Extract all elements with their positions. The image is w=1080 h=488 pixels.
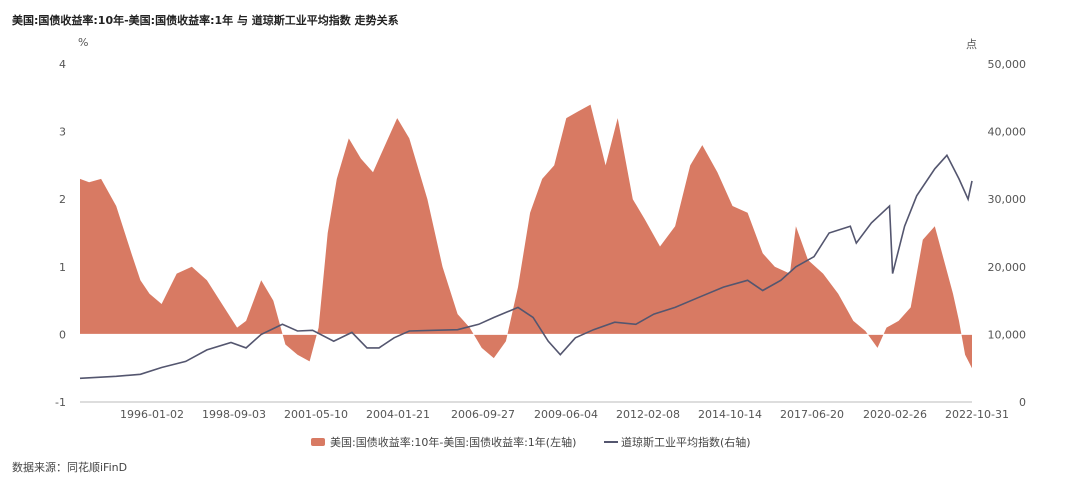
chart-title: 美国:国债收益率:10年-美国:国债收益率:1年 与 道琼斯工业平均指数 走势关… <box>12 14 399 27</box>
x-axis-tick-label: 2012-02-08 <box>616 408 680 421</box>
right-axis-tick-label: 50,000 <box>988 58 1027 71</box>
right-axis-tick-label: 30,000 <box>988 193 1027 206</box>
left-axis-tick-label: -1 <box>55 396 66 409</box>
right-axis-tick-label: 20,000 <box>988 261 1027 274</box>
left-axis-tick-label: 1 <box>59 261 66 274</box>
right-axis-tick-label: 0 <box>1019 396 1026 409</box>
data-source: 数据来源：同花顺iFinD <box>12 461 128 474</box>
x-axis-tick-label: 2022-10-31 <box>945 408 1009 421</box>
left-axis-tick-label: 0 <box>59 328 66 341</box>
x-axis-tick-label: 2001-05-10 <box>284 408 348 421</box>
legend-area-swatch <box>311 438 325 446</box>
left-axis-tick-label: 3 <box>59 126 66 139</box>
left-axis-tick-label: 2 <box>59 193 66 206</box>
spread-area <box>80 104 972 369</box>
left-axis-tick-label: 4 <box>59 58 66 71</box>
x-axis-tick-label: 2020-02-26 <box>863 408 927 421</box>
right-axis-tick-label: 10,000 <box>988 328 1027 341</box>
dow-line <box>79 153 973 380</box>
legend-label-dow: 道琼斯工业平均指数(右轴) <box>621 435 751 449</box>
x-axis-tick-label: 1998-09-03 <box>202 408 266 421</box>
x-axis-tick-label: 2006-09-27 <box>451 408 515 421</box>
legend-label-spread: 美国:国债收益率:10年-美国:国债收益率:1年(左轴) <box>330 435 576 449</box>
x-axis-tick-label: 2009-06-04 <box>534 408 598 421</box>
right-axis-unit: 点 <box>966 38 977 51</box>
x-axis-tick-label: 2004-01-21 <box>366 408 430 421</box>
left-axis-unit: % <box>78 36 89 49</box>
x-axis-tick-label: 2014-10-14 <box>698 408 762 421</box>
x-axis-tick-label: 1996-01-02 <box>120 408 184 421</box>
x-axis-tick-label: 2017-06-20 <box>780 408 844 421</box>
right-axis-tick-label: 40,000 <box>988 126 1027 139</box>
